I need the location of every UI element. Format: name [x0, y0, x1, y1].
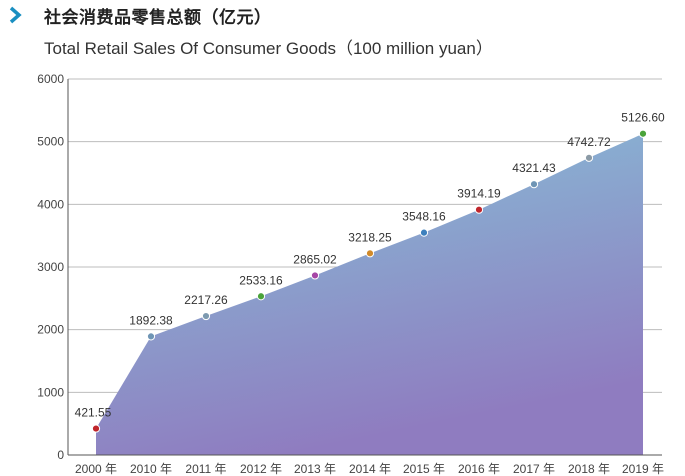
data-point	[638, 129, 648, 138]
data-label: 4742.72	[567, 135, 611, 149]
data-label: 2865.02	[293, 252, 337, 266]
data-point	[584, 153, 594, 162]
chart-header: 社会消费品零售总额（亿元） Total Retail Sales Of Cons…	[0, 0, 685, 62]
x-tick-label: 2019 年	[622, 462, 664, 476]
data-label: 2533.16	[239, 273, 283, 287]
data-point	[201, 311, 211, 321]
x-tick-label: 2017 年	[513, 462, 555, 476]
chart-title: 社会消费品零售总额（亿元）	[44, 8, 272, 28]
x-tick-label: 2018 年	[568, 462, 610, 476]
x-tick-label: 2015 年	[403, 462, 445, 476]
x-tick-label: 2000 年	[75, 462, 117, 476]
data-area	[96, 133, 643, 455]
data-point	[419, 228, 429, 237]
y-tick-label: 1000	[37, 385, 64, 399]
data-point	[256, 292, 266, 301]
x-tick-label: 2016 年	[458, 462, 500, 476]
x-tick-label: 2012 年	[240, 462, 282, 476]
data-point	[529, 180, 539, 189]
data-label: 3914.19	[457, 187, 501, 201]
data-label: 421.55	[75, 406, 112, 420]
x-tick-label: 2013 年	[294, 462, 336, 476]
x-tick-label: 2010 年	[130, 462, 172, 476]
y-tick-label: 0	[57, 448, 64, 462]
y-tick-label: 3000	[37, 260, 64, 274]
x-tick-label: 2014 年	[349, 462, 391, 476]
data-label: 3218.25	[348, 230, 392, 244]
data-point	[365, 249, 375, 258]
y-tick-label: 5000	[37, 135, 64, 149]
chart-subtitle: Total Retail Sales Of Consumer Goods（100…	[44, 39, 493, 58]
data-point	[146, 332, 156, 341]
data-label: 2217.26	[184, 293, 228, 307]
data-point	[310, 271, 320, 280]
data-label: 5126.60	[621, 111, 665, 125]
x-tick-label: 2011 年	[185, 462, 226, 476]
y-tick-label: 2000	[37, 323, 64, 337]
data-point	[91, 424, 101, 433]
y-tick-label: 4000	[37, 197, 64, 211]
data-label: 3548.16	[402, 210, 446, 224]
data-label: 1892.38	[129, 313, 173, 327]
data-point	[474, 205, 484, 214]
chevron-right-icon	[9, 6, 22, 24]
data-label: 4321.43	[512, 161, 556, 175]
y-tick-label: 6000	[37, 72, 64, 86]
